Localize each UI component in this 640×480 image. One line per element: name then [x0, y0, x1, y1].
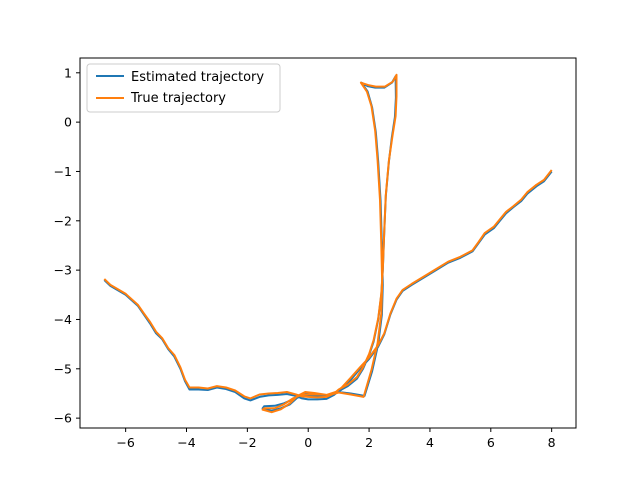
y-tick-label: 0	[64, 115, 72, 130]
x-tick-label: 6	[487, 435, 495, 450]
y-tick-label: −3	[54, 263, 72, 278]
y-tick-label: −4	[54, 312, 72, 327]
x-tick-label: 2	[365, 435, 373, 450]
x-tick-label: −6	[116, 435, 134, 450]
y-tick-label: −1	[54, 164, 72, 179]
series-true-trajectory	[103, 73, 553, 414]
x-tick-label: 4	[426, 435, 434, 450]
legend-box	[86, 63, 281, 113]
y-axis: −6 −5 −4 −3 −2 −1 0 1	[54, 65, 80, 426]
y-tick-label: −5	[54, 361, 72, 376]
legend-label-true: True trajectory	[130, 91, 226, 106]
y-tick-label: 1	[64, 65, 72, 80]
plot-frame	[79, 57, 577, 429]
legend: Estimated trajectory True trajectory	[86, 63, 281, 113]
x-tick-label: −4	[177, 435, 195, 450]
x-axis: −6 −4 −2 0 2 4 6 8	[116, 428, 556, 450]
x-tick-label: −2	[238, 435, 256, 450]
y-tick-label: −2	[54, 213, 72, 228]
y-tick-label: −6	[54, 411, 72, 426]
x-tick-label: 8	[548, 435, 556, 450]
x-tick-label: 0	[304, 435, 312, 450]
series-layer	[103, 73, 553, 414]
legend-label-estimated: Estimated trajectory	[131, 70, 264, 85]
